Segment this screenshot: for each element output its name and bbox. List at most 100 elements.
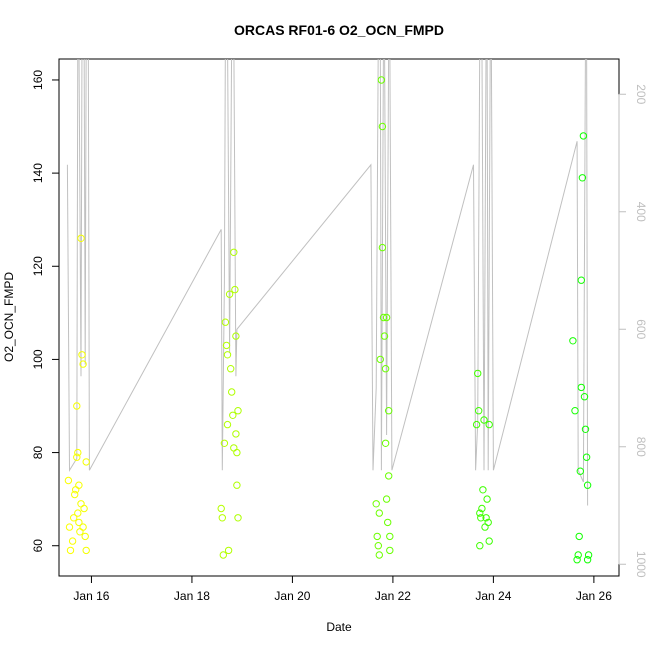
y-tick-label: 80 [31,446,45,460]
data-point [577,276,585,284]
data-point [72,486,80,494]
data-point [68,537,77,545]
chart-title: ORCAS RF01-6 O2_OCN_FMPD [234,22,444,38]
data-point [82,546,90,555]
data-point [582,453,591,461]
data-point [480,416,488,424]
data-point [581,425,590,433]
data-point [472,420,481,429]
data-point [77,500,85,508]
data-point [75,518,83,527]
data-point [374,542,382,550]
data-point [223,351,232,359]
data-point [484,518,492,527]
data-point [378,243,387,252]
data-point [75,481,83,489]
data-point [579,132,588,140]
data-point [229,411,237,419]
data-point [382,313,391,322]
y-tick-label: 100 [31,349,45,369]
x-tick-label: Jan 18 [174,589,210,603]
data-point [78,351,86,359]
y-tick-label: 160 [31,70,45,90]
data-point [485,420,493,429]
data-point [77,234,85,243]
y2-tick-label: 600 [634,319,648,339]
data-point [230,248,238,257]
data-point [375,551,383,559]
line-layer [66,59,589,506]
data-point [577,383,585,392]
x-axis-label: Date [326,620,352,634]
points-layer [64,76,593,564]
data-point [475,407,483,415]
y2-tick-label: 400 [634,202,648,222]
data-point [382,495,391,503]
data-point [70,514,78,522]
data-point [223,420,232,429]
data-point [385,472,393,480]
data-point [225,290,234,298]
data-point [474,369,482,378]
data-point [479,486,487,494]
y2-tick-label: 1000 [634,551,648,578]
y-axis-label: O2_OCN_FMPD [2,272,16,362]
data-point [583,556,592,564]
data-point [220,439,229,447]
data-point [217,504,225,513]
data-point [378,122,387,131]
data-point [234,514,242,522]
data-point [227,365,235,373]
y2-tick-label: 200 [634,84,648,104]
data-point [232,332,240,340]
data-point [375,509,383,517]
data-point [584,551,593,559]
data-point [578,174,587,182]
data-point [64,476,73,485]
data-point [476,509,484,517]
data-point [79,360,87,368]
data-point [482,514,490,522]
data-point [66,546,75,555]
y-tick-label: 60 [31,539,45,553]
data-point [575,532,583,541]
data-point [221,318,230,326]
data-point [228,388,236,396]
data-point [376,355,384,364]
data-point [573,556,581,564]
data-point [476,542,484,550]
x-tick-label: Jan 22 [375,589,411,603]
data-point [583,481,592,489]
data-point [230,444,238,452]
data-point [483,495,491,503]
data-point [231,285,239,294]
data-point [385,407,393,415]
data-point [82,458,90,466]
data-point [377,76,386,84]
x-tick-label: Jan 20 [274,589,310,603]
data-point [381,365,390,373]
data-point [481,523,489,531]
data-point [372,500,380,508]
data-point [373,532,381,541]
data-point [574,551,582,559]
data-point [65,523,74,531]
y2-tick-label: 800 [634,437,648,457]
data-point [478,504,486,513]
data-point [381,439,390,447]
data-point [76,528,84,536]
data-point [571,407,579,415]
data-point [73,402,81,410]
data-point [477,514,485,522]
y-tick-label: 120 [31,256,45,276]
data-point [569,337,577,345]
data-point [74,509,82,517]
data-point [73,453,81,461]
data-point [485,537,493,545]
series-line [66,59,589,506]
axes-layer: Jan 16 Jan 18 Jan 20 Jan 22 Jan 24 Jan 26 60 80… [31,70,648,603]
data-point [79,523,87,531]
x-tick-label: Jan 16 [73,589,109,603]
x-tick-label: Jan 26 [576,589,612,603]
